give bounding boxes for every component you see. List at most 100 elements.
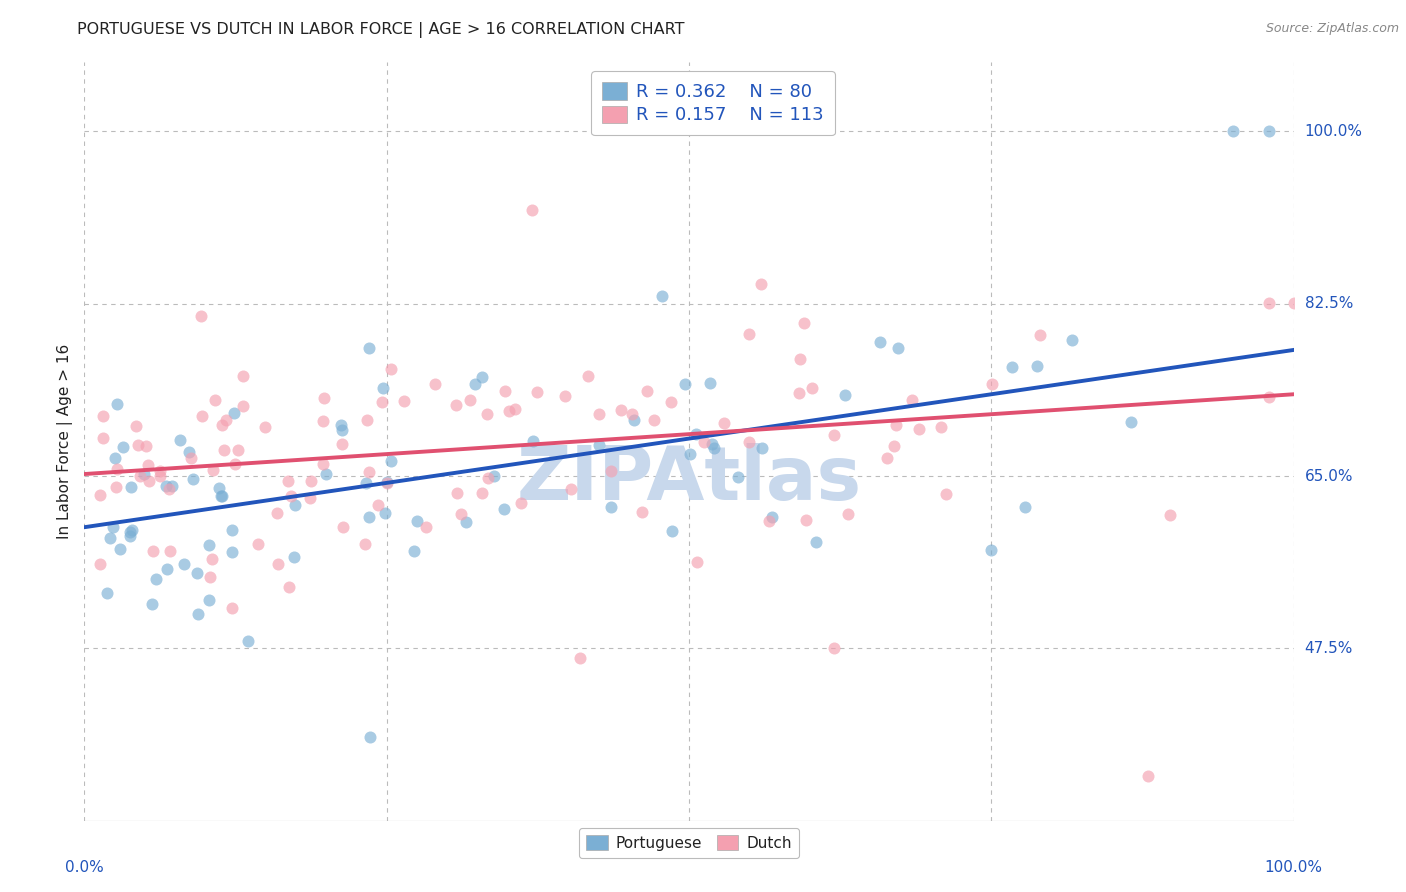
Point bbox=[169, 433, 191, 447]
Point bbox=[312, 457, 335, 471]
Point bbox=[929, 420, 952, 434]
Point bbox=[214, 413, 236, 427]
Point bbox=[212, 442, 235, 457]
Point bbox=[208, 481, 231, 495]
Point bbox=[89, 488, 111, 502]
Point bbox=[659, 395, 682, 409]
Point bbox=[801, 381, 824, 395]
Point bbox=[91, 431, 114, 445]
Point bbox=[198, 537, 221, 551]
Point bbox=[332, 423, 354, 437]
Point bbox=[246, 537, 269, 551]
Point bbox=[198, 593, 221, 607]
Point bbox=[354, 475, 377, 490]
Point bbox=[908, 422, 931, 436]
Point bbox=[277, 580, 299, 594]
Point bbox=[1222, 124, 1244, 138]
Point bbox=[118, 525, 141, 540]
Point bbox=[138, 474, 160, 488]
Point bbox=[761, 510, 783, 524]
Point bbox=[630, 504, 652, 518]
Point bbox=[190, 310, 212, 324]
Point bbox=[283, 549, 305, 564]
Point bbox=[330, 437, 353, 451]
Text: PORTUGUESE VS DUTCH IN LABOR FORCE | AGE > 16 CORRELATION CHART: PORTUGUESE VS DUTCH IN LABOR FORCE | AGE… bbox=[77, 22, 685, 38]
Point bbox=[254, 420, 277, 434]
Point bbox=[509, 496, 531, 510]
Point bbox=[120, 480, 142, 494]
Point bbox=[623, 412, 645, 426]
Point bbox=[471, 485, 494, 500]
Point bbox=[1137, 769, 1160, 783]
Point bbox=[211, 417, 233, 432]
Point bbox=[702, 441, 724, 455]
Point bbox=[869, 335, 891, 350]
Point bbox=[177, 445, 200, 459]
Point bbox=[834, 388, 856, 402]
Point bbox=[315, 467, 337, 481]
Point bbox=[357, 341, 380, 355]
Point bbox=[132, 467, 155, 481]
Point bbox=[685, 426, 707, 441]
Text: 0.0%: 0.0% bbox=[65, 860, 104, 874]
Y-axis label: In Labor Force | Age > 16: In Labor Force | Age > 16 bbox=[58, 344, 73, 539]
Point bbox=[280, 489, 302, 503]
Point bbox=[520, 203, 543, 218]
Point bbox=[686, 555, 709, 569]
Point bbox=[651, 288, 673, 302]
Point bbox=[200, 551, 222, 566]
Point bbox=[236, 633, 259, 648]
Point bbox=[162, 479, 184, 493]
Point bbox=[222, 406, 245, 420]
Point bbox=[1026, 359, 1049, 373]
Point bbox=[371, 395, 394, 409]
Point bbox=[266, 557, 288, 571]
Point bbox=[1029, 327, 1052, 342]
Point bbox=[402, 544, 425, 558]
Point bbox=[224, 457, 246, 471]
Point bbox=[1258, 295, 1281, 310]
Point bbox=[794, 513, 817, 527]
Point bbox=[823, 428, 845, 442]
Point bbox=[135, 438, 157, 452]
Point bbox=[277, 474, 299, 488]
Text: 100.0%: 100.0% bbox=[1264, 860, 1323, 874]
Point bbox=[787, 386, 810, 401]
Point bbox=[157, 482, 180, 496]
Point bbox=[482, 468, 505, 483]
Point bbox=[191, 409, 214, 423]
Point bbox=[91, 409, 114, 424]
Point bbox=[599, 464, 621, 478]
Point bbox=[569, 651, 592, 665]
Point bbox=[560, 483, 582, 497]
Point bbox=[120, 528, 142, 542]
Point bbox=[299, 474, 322, 488]
Point bbox=[793, 316, 815, 330]
Point bbox=[887, 341, 910, 355]
Point bbox=[231, 368, 253, 383]
Point bbox=[837, 507, 859, 521]
Point bbox=[221, 600, 243, 615]
Point bbox=[477, 471, 499, 485]
Point bbox=[789, 352, 811, 367]
Point bbox=[159, 544, 181, 558]
Text: Source: ZipAtlas.com: Source: ZipAtlas.com bbox=[1265, 22, 1399, 36]
Point bbox=[104, 480, 127, 494]
Point bbox=[1001, 360, 1024, 375]
Point bbox=[758, 514, 780, 528]
Point bbox=[693, 435, 716, 450]
Point bbox=[209, 489, 232, 503]
Point bbox=[588, 408, 610, 422]
Point bbox=[901, 392, 924, 407]
Point bbox=[211, 489, 233, 503]
Point bbox=[104, 450, 127, 465]
Point bbox=[884, 417, 907, 432]
Point bbox=[284, 498, 307, 512]
Point bbox=[108, 542, 131, 557]
Point bbox=[600, 500, 623, 514]
Point bbox=[204, 393, 226, 408]
Point bbox=[620, 407, 643, 421]
Point bbox=[232, 400, 254, 414]
Point bbox=[156, 562, 179, 576]
Point bbox=[446, 486, 468, 500]
